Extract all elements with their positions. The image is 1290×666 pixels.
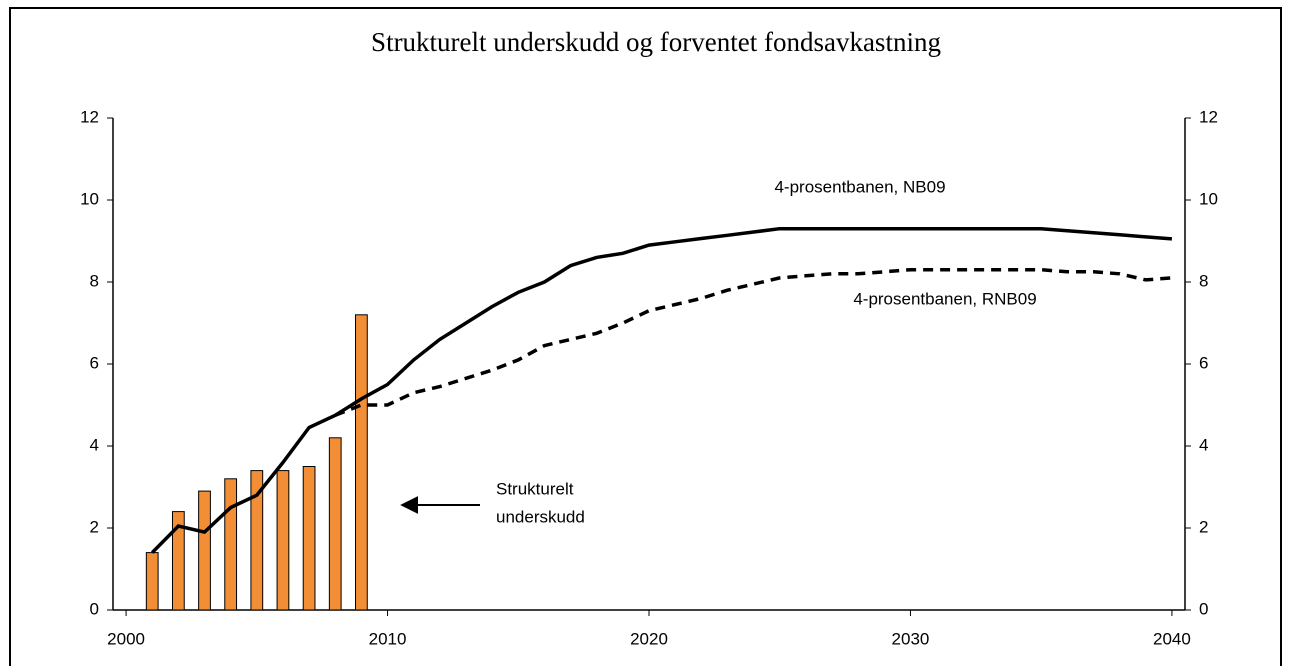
y-tick-label: 8: [90, 271, 99, 290]
bar: [328, 437, 342, 611]
frame: [9, 7, 1282, 666]
bar: [145, 552, 159, 611]
bar: [250, 470, 264, 611]
line: [334, 267, 1173, 417]
series-label: 4-prosentbanen, RNB09: [853, 289, 1036, 308]
line: [150, 226, 1173, 554]
y-tick-label: 4: [90, 435, 99, 454]
series-label: 4-prosentbanen, NB09: [774, 177, 945, 196]
x-tick-label: 2040: [1153, 629, 1191, 648]
chart-title: Strukturelt underskudd og forventet fond…: [371, 27, 941, 57]
bar: [302, 466, 316, 611]
annotation: Strukturelt: [496, 479, 574, 498]
y2-tick-label: 4: [1199, 435, 1208, 454]
y2-tick-label: 8: [1199, 271, 1208, 290]
y2-tick-label: 6: [1199, 353, 1208, 372]
y2-tick-label: 0: [1199, 599, 1208, 618]
bar: [224, 478, 238, 611]
y-tick-label: 2: [90, 517, 99, 536]
x-tick-label: 2030: [892, 629, 930, 648]
x-tick-label: 2000: [107, 629, 145, 648]
bar: [355, 314, 368, 611]
bar: [171, 511, 185, 611]
bar: [276, 470, 290, 611]
y2-tick-label: 12: [1199, 107, 1218, 126]
y-tick-label: 10: [80, 189, 99, 208]
x-tick-label: 2010: [369, 629, 407, 648]
annotation: underskudd: [496, 507, 585, 526]
y-tick-label: 12: [80, 107, 99, 126]
y-tick-label: 0: [90, 599, 99, 618]
x-tick-label: 2020: [630, 629, 668, 648]
y2-tick-label: 10: [1199, 189, 1218, 208]
y2-tick-label: 2: [1199, 517, 1208, 536]
y-tick-label: 6: [90, 353, 99, 372]
bar: [198, 490, 211, 611]
